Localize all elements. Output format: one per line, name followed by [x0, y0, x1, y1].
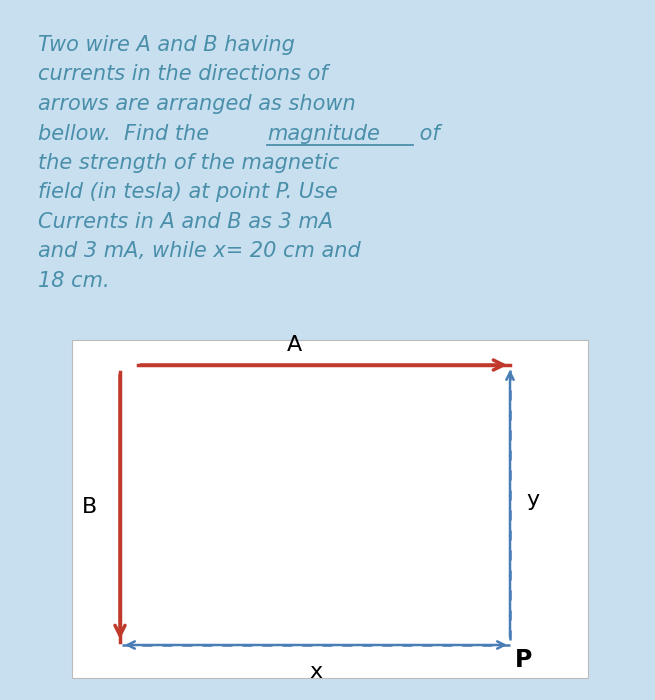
Text: field (in tesla) at point P. Use: field (in tesla) at point P. Use: [38, 183, 338, 202]
Text: of: of: [413, 123, 440, 144]
Text: x: x: [309, 662, 322, 682]
Text: the strength of the magnetic: the strength of the magnetic: [38, 153, 339, 173]
FancyBboxPatch shape: [72, 340, 588, 678]
Text: currents in the directions of: currents in the directions of: [38, 64, 328, 85]
Text: 18 cm.: 18 cm.: [38, 271, 109, 291]
Text: magnitude: magnitude: [267, 123, 381, 144]
Text: B: B: [83, 497, 98, 517]
Text: bellow.  Find the: bellow. Find the: [38, 123, 215, 144]
Text: arrows are arranged as shown: arrows are arranged as shown: [38, 94, 356, 114]
Text: y: y: [526, 490, 539, 510]
Text: Two wire A and B having: Two wire A and B having: [38, 35, 295, 55]
Text: and 3 mA, while x= 20 cm and: and 3 mA, while x= 20 cm and: [38, 241, 361, 262]
Text: Currents in A and B as 3 mA: Currents in A and B as 3 mA: [38, 212, 333, 232]
Text: A: A: [286, 335, 301, 355]
Text: P: P: [515, 648, 533, 672]
